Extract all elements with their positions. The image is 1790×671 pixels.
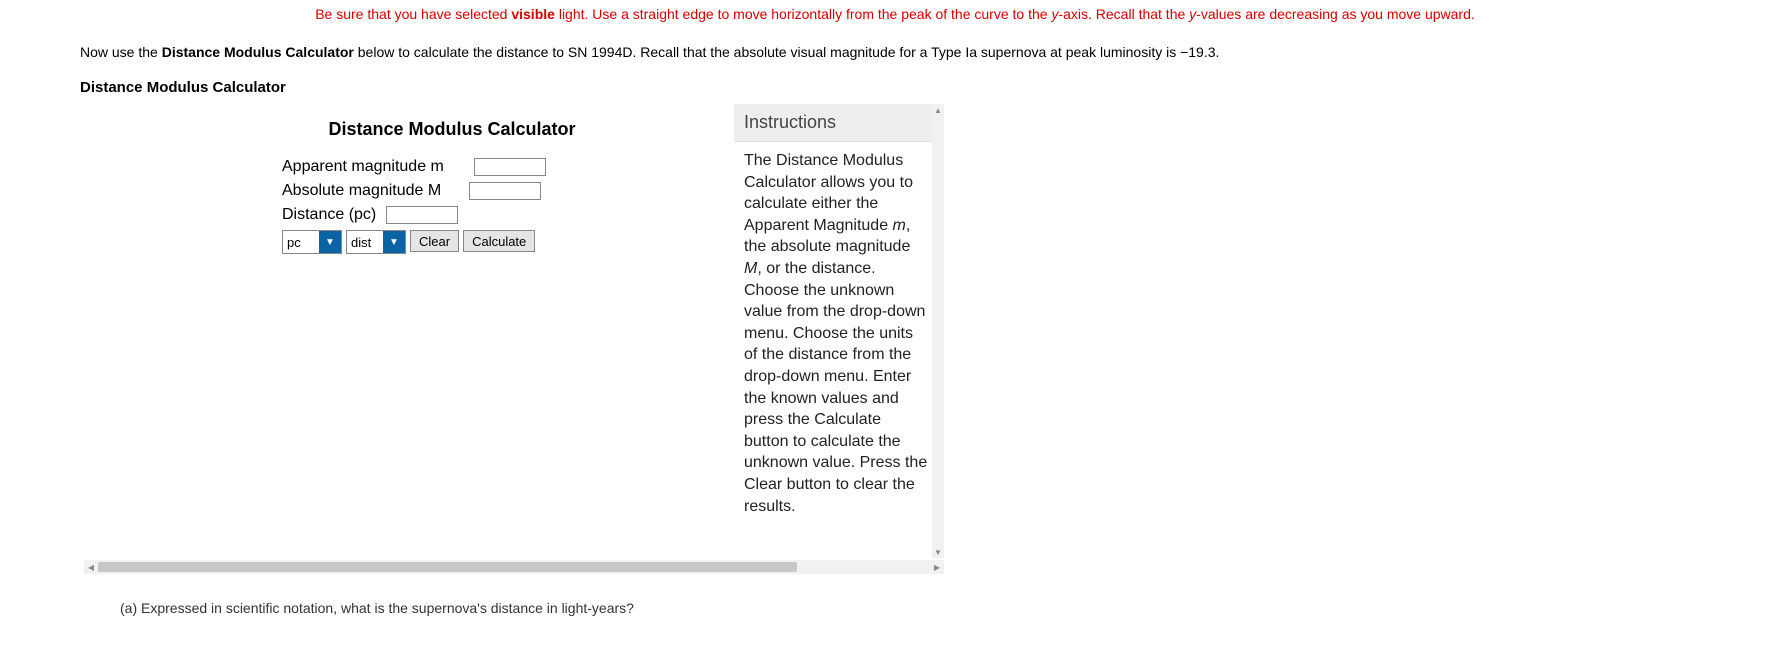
scroll-up-icon[interactable]: ▲ [932,104,944,116]
instructions-header: Instructions [734,104,932,142]
hint-mid: light. Use a straight edge to move horiz… [555,6,1052,22]
dropdown-unit-text: pc [283,231,319,253]
input-apparent[interactable] [474,158,546,176]
hint-pre: Be sure that you have selected [315,6,511,22]
label-apparent: Apparent magnitude m [282,158,444,176]
dropdown-mode-text: dist [347,231,383,253]
row-apparent: Apparent magnitude m [282,158,622,176]
instructions-container: Instructions The Distance Modulus Calcul… [734,104,944,558]
input-distance[interactable] [386,206,458,224]
vertical-scrollbar[interactable]: ▲ ▼ [932,104,944,558]
scroll-track-h[interactable] [98,560,930,574]
hint-text: Be sure that you have selected visible l… [80,0,1710,42]
instructions-body: The Distance Modulus Calculator allows y… [734,142,932,525]
calculate-button[interactable]: Calculate [463,230,535,252]
dropdown-mode[interactable]: dist ▼ [346,230,406,254]
instr-em-M: M [744,260,757,277]
instr-text-4: , or the distance. Choose the unknown va… [744,260,927,515]
calculator-title: Distance Modulus Calculator [282,119,622,140]
section-heading: Distance Modulus Calculator [80,79,1710,96]
instr-text-0: The Distance Modulus Calculator allows y… [744,152,913,234]
input-absolute[interactable] [469,182,541,200]
calculator-frame: Distance Modulus Calculator Apparent mag… [84,104,944,594]
clear-button[interactable]: Clear [410,230,459,252]
hint-post: -values are decreasing as you move upwar… [1196,6,1475,22]
hint-bold: visible [511,6,555,22]
intro-pre: Now use the [80,44,162,60]
controls-row: pc ▼ dist ▼ Clear Calculate [282,230,622,254]
intro-post: below to calculate the distance to SN 19… [354,44,1220,60]
instructions-panel: Instructions The Distance Modulus Calcul… [734,104,932,558]
row-distance: Distance (pc) [282,206,622,224]
horizontal-scrollbar[interactable]: ◀ ▶ [84,560,944,574]
scroll-right-icon[interactable]: ▶ [930,560,944,574]
row-absolute: Absolute magnitude M [282,182,622,200]
scroll-thumb-h[interactable] [98,562,797,572]
dropdown-unit[interactable]: pc ▼ [282,230,342,254]
label-distance: Distance (pc) [282,206,376,224]
scroll-left-icon[interactable]: ◀ [84,560,98,574]
intro-text: Now use the Distance Modulus Calculator … [80,42,1710,63]
chevron-down-icon: ▼ [319,231,341,253]
instr-em-m: m [893,217,906,234]
hint-mid2: -axis. Recall that the [1058,6,1189,22]
label-absolute: Absolute magnitude M [282,182,441,200]
question-a: (a) Expressed in scientific notation, wh… [120,600,1710,616]
chevron-down-icon: ▼ [383,231,405,253]
scroll-down-icon[interactable]: ▼ [932,546,944,558]
calculator-panel: Distance Modulus Calculator Apparent mag… [282,119,622,254]
intro-bold: Distance Modulus Calculator [162,44,354,60]
